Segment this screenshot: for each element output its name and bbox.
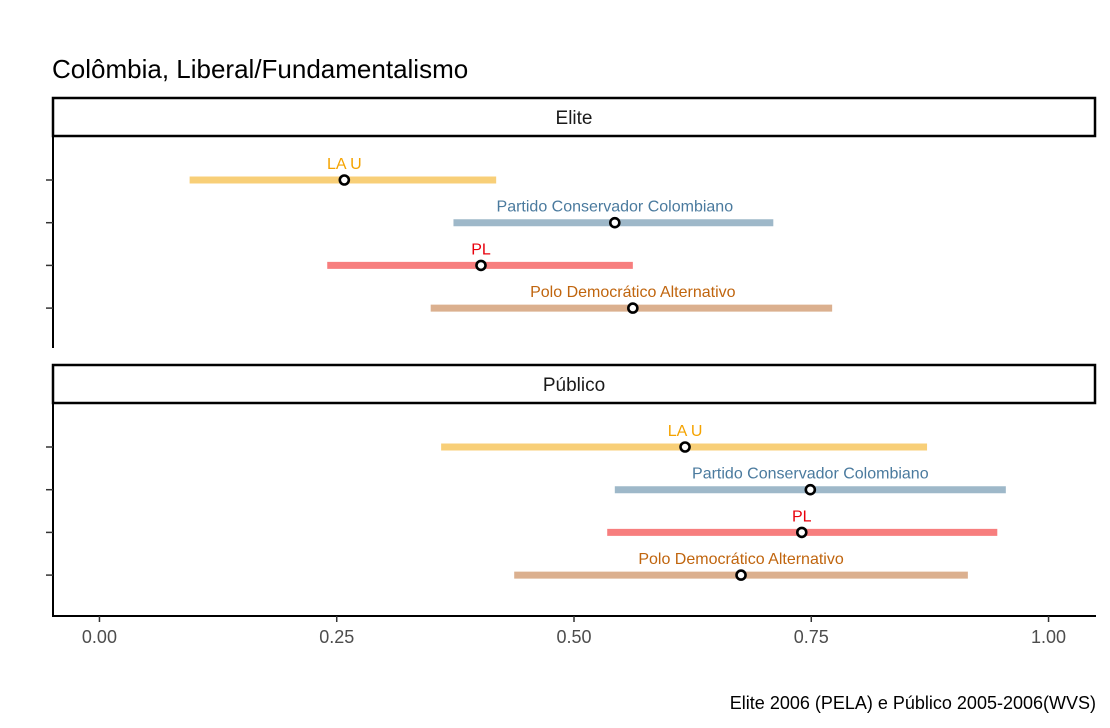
x-tick-label: 0.00 [82, 627, 117, 647]
panel-publico: Público LA U Partido Conservador Colombian… [46, 363, 1097, 616]
estimate-point [475, 259, 487, 272]
estimate-point [735, 569, 747, 581]
party-label: PL [792, 508, 812, 525]
chart-title: Colômbia, Liberal/Fundamentalismo [52, 54, 468, 84]
estimate-point [804, 483, 817, 496]
estimate-point [795, 526, 808, 539]
panel-strip-label: Público [543, 375, 605, 396]
party-label: Polo Democrático Alternativo [530, 284, 736, 301]
chart-caption: Elite 2006 (PELA) e Público 2005-2006(WV… [730, 693, 1096, 713]
party-label: Partido Conservador Colombiano [497, 199, 734, 216]
x-axis: 0.00 0.25 0.50 0.75 1.00 [52, 615, 1096, 647]
panel-strip [51, 96, 1097, 138]
party-label: Partido Conservador Colombiano [692, 466, 929, 483]
estimate-point [679, 441, 691, 453]
panel-elite: Elite LA U Partido Conservador Colombiano P… [46, 96, 1097, 348]
party-label: LA U [668, 423, 703, 440]
party-label: LA U [327, 156, 362, 173]
x-tick-label: 0.75 [794, 627, 829, 647]
estimate-point [609, 216, 621, 229]
x-tick-label: 0.25 [319, 627, 354, 647]
estimate-point [627, 302, 639, 314]
panel-strip-label: Elite [556, 108, 593, 129]
estimate-point [338, 174, 351, 186]
party-label: Polo Democrático Alternativo [638, 551, 844, 568]
panel-strip [51, 363, 1097, 405]
x-tick-label: 1.00 [1031, 627, 1066, 647]
x-tick-label: 0.50 [556, 627, 591, 647]
party-label: PL [471, 241, 491, 258]
